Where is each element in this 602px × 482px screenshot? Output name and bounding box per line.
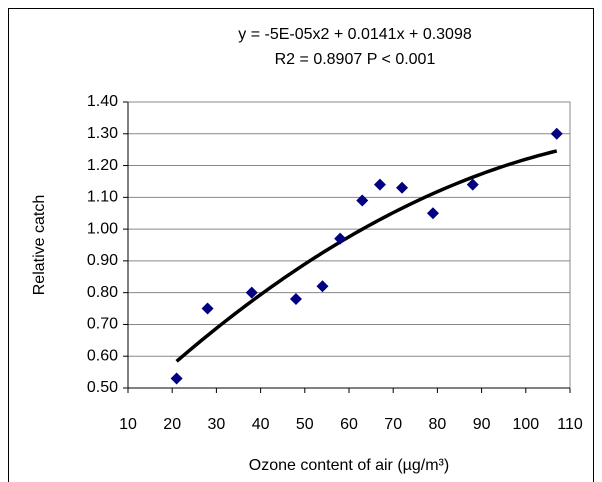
x-tick-label: 50 (296, 416, 314, 433)
x-tick-label: 60 (340, 416, 358, 433)
x-tick-label: 80 (429, 416, 447, 433)
x-tick-label: 100 (512, 416, 539, 433)
x-tick-label: 110 (557, 416, 583, 433)
data-point (550, 127, 563, 140)
y-tick-label: 0.90 (87, 252, 118, 269)
x-tick-label: 90 (473, 416, 491, 433)
x-tick-label: 40 (252, 416, 270, 433)
data-point (373, 178, 386, 191)
x-tick-label: 10 (119, 416, 137, 433)
y-tick-label: 0.60 (87, 347, 118, 364)
y-tick-label: 0.80 (87, 284, 118, 301)
data-point (334, 232, 347, 245)
data-point (466, 178, 479, 191)
y-tick-label: 1.30 (87, 125, 118, 142)
data-point (201, 302, 214, 315)
data-point (289, 293, 302, 306)
y-tick-label: 0.50 (87, 379, 118, 396)
data-point (356, 194, 369, 207)
trendline (175, 149, 558, 363)
equation: y = -5E-05x2 + 0.0141x + 0.3098 (238, 26, 472, 43)
data-point (396, 181, 409, 194)
y-tick-label: 1.00 (87, 220, 118, 237)
data-point (245, 286, 258, 299)
x-tick-label: 30 (208, 416, 226, 433)
chart-frame (8, 8, 594, 482)
x-tick-label: 20 (163, 416, 181, 433)
data-point (316, 280, 329, 293)
y-tick-label: 1.40 (87, 93, 118, 110)
y-axis-label: Relative catch (31, 195, 48, 296)
y-tick-label: 0.70 (87, 316, 118, 333)
data-point (170, 372, 183, 385)
r-squared: R2 = 0.8907 P < 0.001 (275, 51, 436, 68)
x-axis-label: Ozone content of air (µg/m³) (249, 457, 449, 474)
y-tick-label: 1.10 (87, 189, 118, 206)
x-tick-label: 70 (384, 416, 402, 433)
data-point (426, 207, 439, 220)
y-tick-label: 1.20 (87, 157, 118, 174)
